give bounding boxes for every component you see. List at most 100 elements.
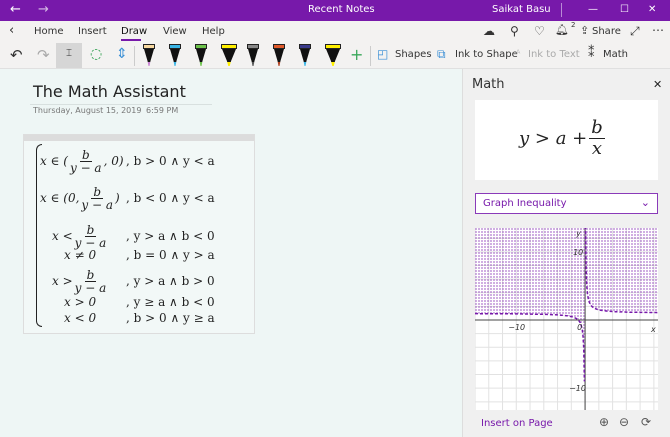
boundary-curve-right — [584, 228, 658, 314]
share-button[interactable]: Share — [592, 26, 621, 37]
add-space-icon[interactable]: ⇕ — [116, 46, 128, 62]
page-title[interactable]: The Math Assistant — [33, 82, 186, 101]
lasso-select-button[interactable]: ⌶ — [56, 43, 82, 68]
pen-highlighter-3[interactable] — [221, 44, 237, 66]
expand-icon[interactable]: ⤢ — [630, 24, 640, 38]
container-handle[interactable] — [24, 135, 254, 141]
row-expression: x ≠ 0 — [64, 248, 97, 262]
math-button[interactable]: Math — [603, 49, 629, 60]
expression-lhs: y > a + — [519, 128, 588, 149]
numerator: b — [91, 184, 104, 199]
user-name[interactable]: Saikat Basu — [492, 4, 551, 15]
ink-to-shape-button[interactable]: Ink to Shape — [455, 49, 518, 60]
collapse-chevron-icon[interactable]: ‹ — [9, 23, 15, 38]
ink-to-text-icon: ᴬ — [516, 49, 521, 60]
action-dropdown[interactable]: Graph Inequality ⌄ — [475, 193, 658, 214]
close-panel-icon[interactable]: ✕ — [653, 78, 663, 91]
math-icon[interactable]: ⁑ — [588, 46, 595, 61]
redo-icon[interactable]: ↷ — [37, 46, 50, 64]
zoom-in-icon[interactable]: ⊕ — [599, 415, 610, 429]
numerator: b — [84, 267, 97, 282]
shapes-button[interactable]: Shapes — [395, 49, 432, 60]
boundary-curve-left — [475, 312, 586, 382]
y-tick-label: −10 — [569, 384, 586, 393]
draw-toolbar: ↶ ↷ ⌶ ◌ ⇕ + ◰ Shapes ⧉ Ink to Shape ᴬ In… — [0, 43, 670, 69]
insert-on-page-link[interactable]: Insert on Page — [481, 418, 553, 429]
graph-plot[interactable]: −10 0 10 −10 x y — [475, 228, 658, 410]
piecewise-row: x < 0 — [64, 312, 96, 324]
ink-to-shape-icon[interactable]: ⧉ — [437, 47, 446, 61]
y-axis-label: y — [575, 229, 581, 238]
title-divider — [30, 104, 212, 105]
divider — [134, 46, 135, 66]
maximize-button[interactable]: ☐ — [620, 4, 629, 15]
refresh-icon[interactable]: ⟳ — [641, 415, 652, 429]
minimize-button[interactable]: — — [588, 4, 598, 15]
row-condition: , y ≥ a ∧ b < 0 — [126, 295, 215, 309]
pen-highlighter-7[interactable] — [325, 44, 341, 66]
back-arrow-icon[interactable]: ← — [10, 2, 21, 17]
numerator: b — [79, 147, 92, 162]
tab-view[interactable]: View — [163, 26, 187, 37]
tab-draw[interactable]: Draw — [121, 26, 148, 37]
search-icon[interactable]: ⚲ — [510, 24, 519, 38]
pen-pen-1[interactable] — [169, 44, 181, 66]
bell-icon[interactable]: 🔔︎ — [555, 24, 568, 36]
piecewise-brace — [36, 144, 42, 327]
share-icon[interactable]: ⇪ — [580, 24, 590, 37]
row-condition: , b = 0 ∧ y > a — [126, 248, 215, 262]
note-page: The Math Assistant Thursday, August 15, … — [0, 69, 462, 437]
add-pen-icon[interactable]: + — [350, 45, 364, 64]
zoom-out-icon[interactable]: ⊖ — [619, 415, 630, 429]
pen-pen-5[interactable] — [273, 44, 285, 66]
shaded-region-left — [475, 228, 586, 410]
row-condition: , b > 0 ∧ y < a — [126, 154, 215, 168]
row-expression-end: , 0) — [103, 154, 124, 168]
active-tab-underline — [121, 39, 141, 41]
x-tick-label: −10 — [508, 323, 525, 332]
denominator: y − a — [74, 280, 107, 295]
row-condition: , b < 0 ∧ y < a — [126, 191, 215, 205]
forward-arrow-icon[interactable]: → — [38, 2, 49, 17]
lightbulb-icon[interactable]: ♡ — [534, 24, 545, 38]
more-options-icon[interactable]: ⋯ — [652, 23, 664, 37]
tab-insert[interactable]: Insert — [78, 26, 107, 37]
denominator: y − a — [69, 160, 102, 175]
pen-pen-6[interactable] — [299, 44, 311, 66]
row-expression-end: ) — [115, 191, 120, 205]
x-axis-label: x — [650, 325, 656, 334]
pen-pen-4[interactable] — [247, 44, 259, 66]
page-date: Thursday, August 15, 2019 — [33, 106, 142, 115]
lasso-icon[interactable]: ◌ — [90, 46, 103, 62]
chevron-down-icon: ⌄ — [640, 196, 650, 209]
row-condition: , b > 0 ∧ y ≥ a — [126, 311, 215, 325]
tab-help[interactable]: Help — [202, 26, 225, 37]
close-button[interactable]: ✕ — [648, 4, 657, 15]
divider — [370, 46, 371, 66]
pen-marker-0[interactable] — [143, 44, 155, 66]
tab-home[interactable]: Home — [34, 26, 64, 37]
row-expression: x ∈ (0, — [40, 191, 80, 205]
denominator: y − a — [81, 197, 114, 212]
row-condition: , y > a ∧ b < 0 — [126, 229, 215, 243]
numerator: b — [84, 222, 97, 237]
sync-cloud-icon[interactable]: ☁ — [483, 24, 495, 38]
ink-to-text-button: Ink to Text — [528, 49, 580, 60]
shapes-icon[interactable]: ◰ — [377, 47, 389, 61]
piecewise-row: x > 0 — [64, 296, 96, 308]
ribbon-tabs: ‹ Home Insert Draw View Help ☁ ⚲ ♡ 🔔︎ 2 … — [0, 21, 670, 43]
pen-pen-2[interactable] — [195, 44, 207, 66]
divider — [561, 3, 562, 17]
window-title: Recent Notes — [308, 4, 375, 15]
undo-icon[interactable]: ↶ — [10, 46, 23, 64]
row-expression: x ∈ ( — [40, 154, 68, 168]
